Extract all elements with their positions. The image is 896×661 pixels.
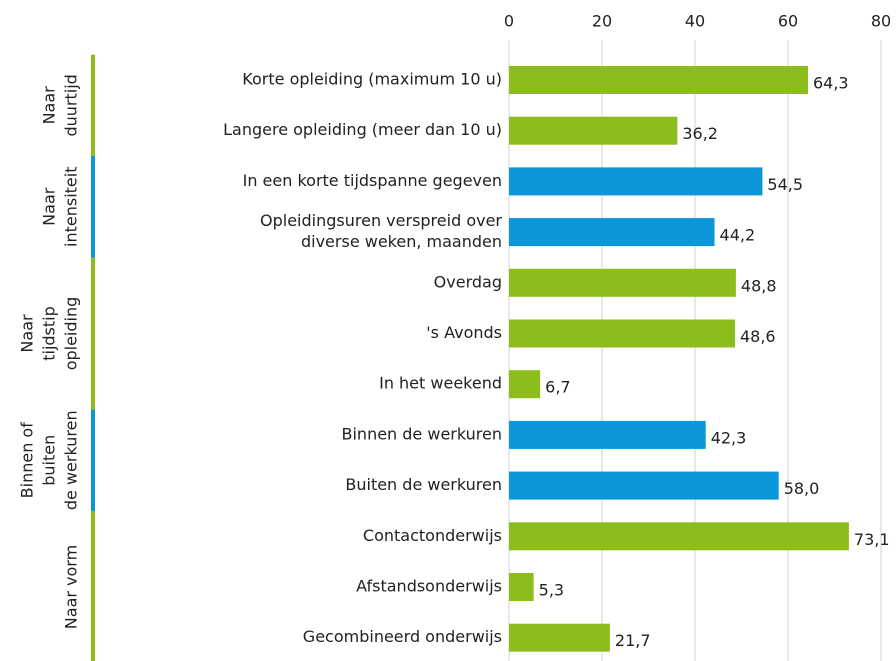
bar [509,218,715,247]
value-label: 21,7 [615,631,651,650]
bar [509,522,849,551]
group-label: Naar vorm [62,545,81,629]
value-label: 73,1 [854,530,890,549]
group-label: Naar [18,314,37,353]
group-label: de werkuren [62,410,81,510]
bar [509,420,706,449]
value-label: 48,8 [741,276,777,295]
group-label: Naar [40,86,59,125]
value-label: 64,3 [813,74,849,93]
bar [509,573,534,601]
category-label: Buiten de werkuren [345,475,502,494]
bar [509,319,735,348]
x-tick-label: 80 [871,12,891,31]
group-label: duurtijd [62,74,81,136]
value-label: 42,3 [711,428,747,447]
group-bar [91,510,95,661]
x-tick-label: 40 [685,12,705,31]
x-tick-label: 0 [504,12,514,31]
category-label: Gecombineerd onderwijs [303,627,502,646]
group-label: Binnen of [18,422,37,499]
category-label: 's Avonds [426,323,502,342]
category-label: In een korte tijdspanne gegeven [243,171,502,190]
group-label: Naar [40,187,59,226]
x-tick-label: 60 [778,12,798,31]
group-bar [91,409,95,511]
value-label: 54,5 [767,175,803,194]
value-label: 48,6 [740,327,776,346]
group-bar [91,257,95,410]
value-label: 6,7 [545,378,570,397]
bar [509,167,763,196]
bar [509,370,541,399]
group-label: buiten [40,435,59,486]
category-label: Binnen de werkuren [342,424,503,443]
category-label: Langere opleiding (meer dan 10 u) [223,120,502,139]
group-label: tijdstip [40,306,59,361]
value-label: 36,2 [682,124,718,143]
category-label: Afstandsonderwijs [356,577,502,596]
bar [509,623,610,652]
x-tick-label: 20 [592,12,612,31]
category-label: In het weekend [379,374,502,393]
bar [509,66,808,94]
category-label: Opleidingsuren verspreid over [260,211,502,230]
group-bar [91,54,95,157]
category-label: diverse weken, maanden [301,232,502,251]
group-bar [91,156,95,258]
bar [509,116,678,145]
bar [509,268,736,297]
value-label: 5,3 [539,581,564,600]
value-label: 58,0 [784,479,820,498]
category-label: Korte opleiding (maximum 10 u) [242,70,502,89]
category-label: Overdag [434,272,502,291]
value-label: 44,2 [720,226,756,245]
bar [509,471,779,500]
group-label: opleiding [62,297,81,371]
category-label: Contactonderwijs [363,526,502,545]
group-label: intensiteit [62,167,81,247]
